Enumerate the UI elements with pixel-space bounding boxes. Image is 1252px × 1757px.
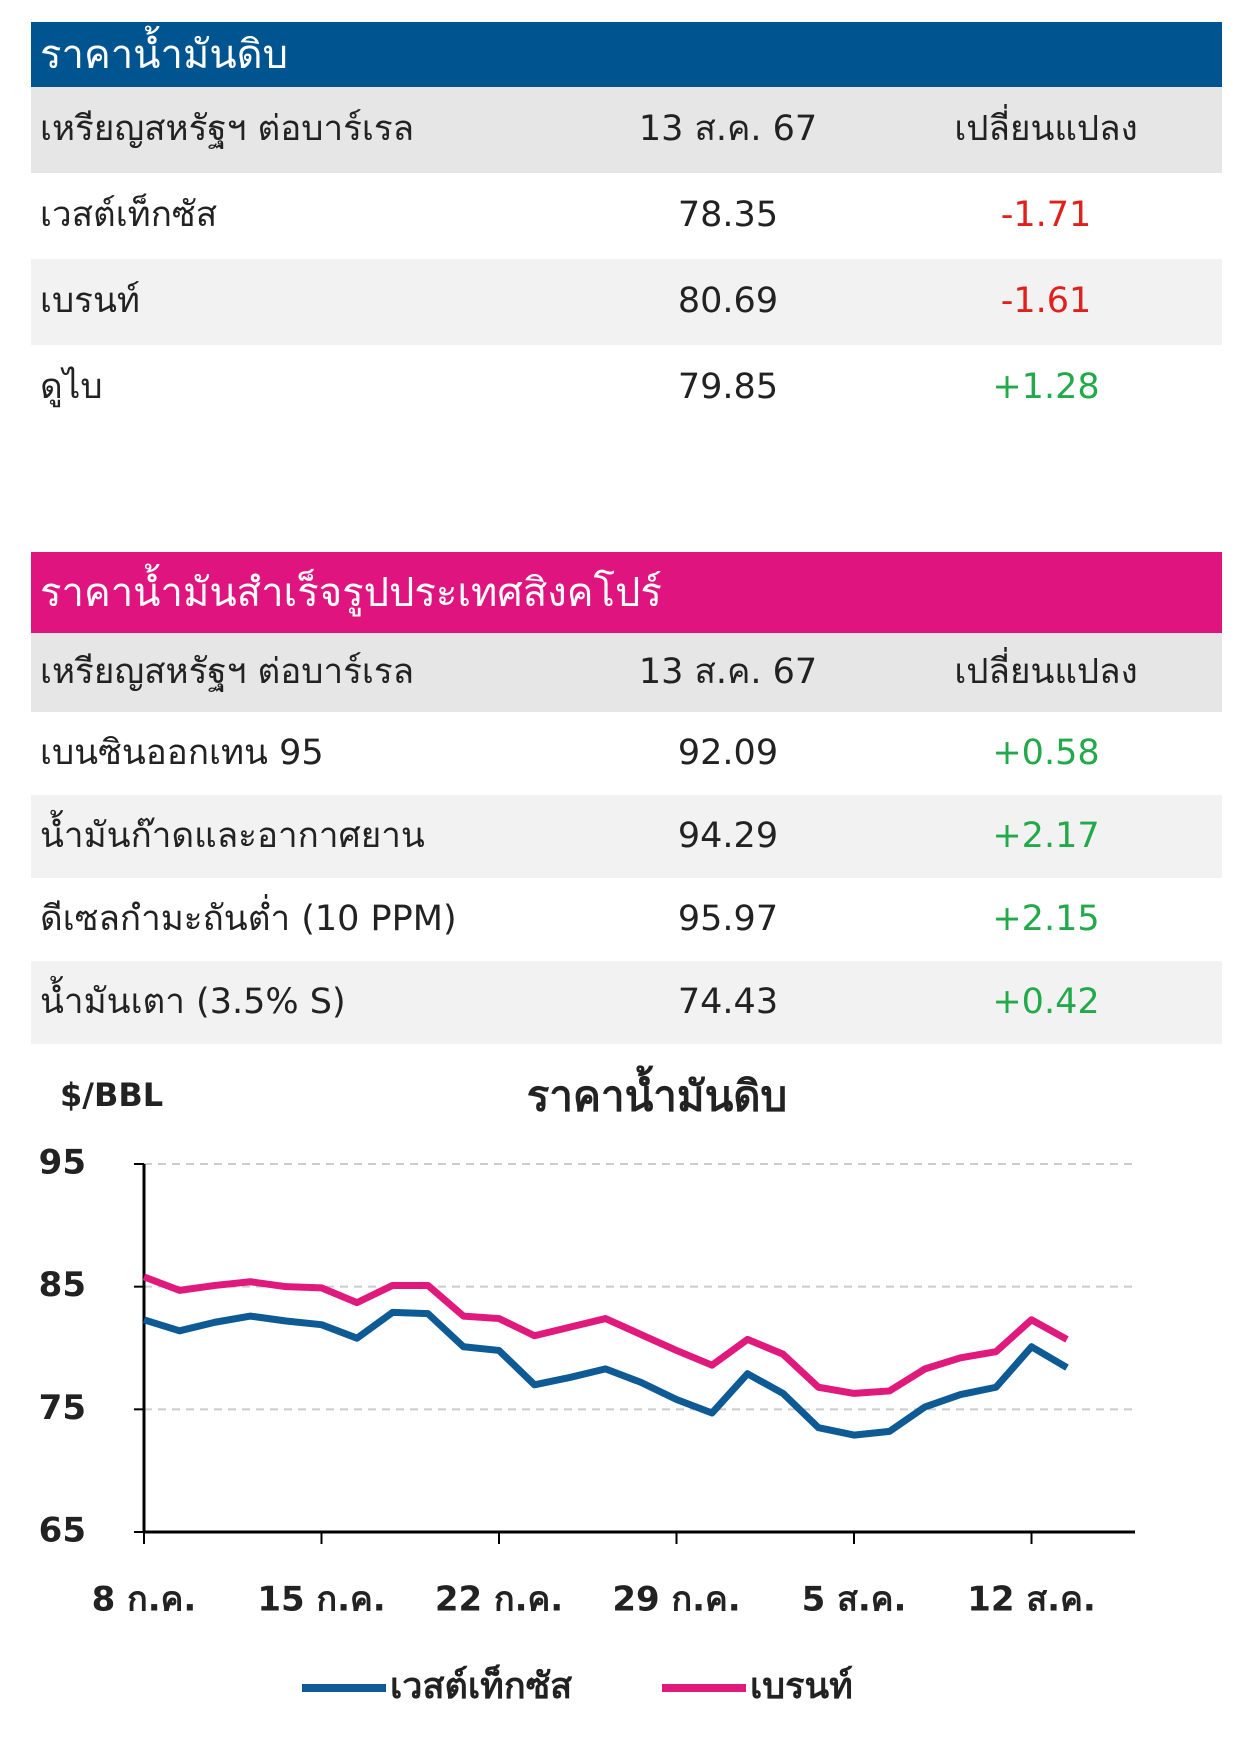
x-tick-label: 8 ก.ค.	[92, 1580, 197, 1620]
chart-title: ราคาน้ำมันดิบ	[527, 1065, 787, 1121]
row-cell: 95.97	[677, 898, 779, 939]
header-cell: เหรียญสหรัฐฯ ต่อบาร์เรล	[40, 109, 415, 149]
row-cell: 74.43	[677, 981, 779, 1022]
row-cell: 94.29	[677, 815, 779, 856]
row-cell: 78.35	[677, 195, 779, 235]
y-tick-label: 75	[39, 1388, 86, 1428]
row-bg	[31, 259, 1222, 345]
header-cell: 13 ส.ค. 67	[638, 651, 818, 692]
row-cell: น้ำมันเตา (3.5% S)	[40, 981, 346, 1022]
table-title: ราคาน้ำมันดิบ	[40, 31, 289, 78]
header-cell: เปลี่ยนแปลง	[954, 651, 1138, 692]
row-cell: 79.85	[677, 367, 779, 407]
table-title: ราคาน้ำมันสำเร็จรูปประเทศสิงคโปร์	[40, 569, 662, 616]
row-cell: น้ำมันก๊าดและอากาศยาน	[40, 815, 425, 856]
series-line	[142, 1308, 1069, 1439]
y-tick-label: 95	[39, 1143, 86, 1183]
y-tick-label: 65	[39, 1511, 86, 1551]
legend-label: เวสต์เท็กซัส	[390, 1663, 572, 1707]
x-tick-label: 22 ก.ค.	[435, 1580, 563, 1620]
x-tick-label: 12 ส.ค.	[967, 1580, 1095, 1620]
header-bg	[31, 633, 1222, 712]
row-cell: ดีเซลกำมะถันต่ำ (10 PPM)	[40, 898, 457, 939]
legend-label: เบรนท์	[750, 1665, 853, 1707]
header-cell: 13 ส.ค. 67	[638, 109, 818, 149]
row-cell: เวสต์เท็กซัส	[40, 195, 218, 235]
row-cell: +0.42	[992, 981, 1100, 1022]
row-cell: +1.28	[992, 367, 1100, 407]
table-title-bar	[31, 552, 1222, 633]
row-cell: เบนซินออกเทน 95	[40, 732, 324, 773]
row-cell: เบรนท์	[40, 281, 140, 321]
row-cell: +0.58	[992, 732, 1100, 773]
table-title-bar	[31, 22, 1222, 87]
row-cell: ดูไบ	[40, 367, 103, 407]
header-cell: เปลี่ยนแปลง	[954, 109, 1138, 149]
series-line	[142, 1273, 1069, 1397]
row-cell: -1.71	[1000, 195, 1092, 235]
row-cell: +2.15	[992, 898, 1100, 939]
row-cell: -1.61	[1000, 281, 1092, 321]
x-tick-label: 29 ก.ค.	[612, 1580, 740, 1620]
row-cell: 92.09	[677, 732, 779, 773]
header-cell: เหรียญสหรัฐฯ ต่อบาร์เรล	[40, 651, 415, 692]
row-bg	[31, 961, 1222, 1044]
row-bg	[31, 795, 1222, 878]
row-cell: 80.69	[677, 281, 779, 321]
row-cell: +2.17	[992, 815, 1100, 856]
y-axis-label: $/BBL	[60, 1076, 163, 1114]
y-tick-label: 85	[39, 1265, 86, 1305]
x-tick-label: 5 ส.ค.	[802, 1580, 907, 1620]
header-bg	[31, 87, 1222, 173]
x-tick-label: 15 ก.ค.	[257, 1580, 385, 1620]
